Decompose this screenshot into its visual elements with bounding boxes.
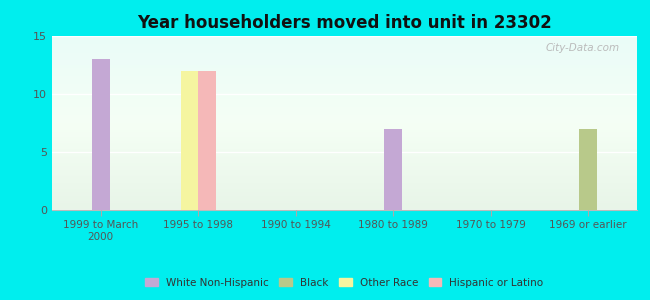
Bar xyxy=(580,129,597,210)
Bar xyxy=(198,71,216,210)
Title: Year householders moved into unit in 23302: Year householders moved into unit in 233… xyxy=(137,14,552,32)
Bar xyxy=(181,71,198,210)
Bar xyxy=(385,129,402,210)
Legend: White Non-Hispanic, Black, Other Race, Hispanic or Latino: White Non-Hispanic, Black, Other Race, H… xyxy=(141,274,548,292)
Text: City-Data.com: City-Data.com xyxy=(545,43,619,53)
Bar xyxy=(92,59,109,210)
